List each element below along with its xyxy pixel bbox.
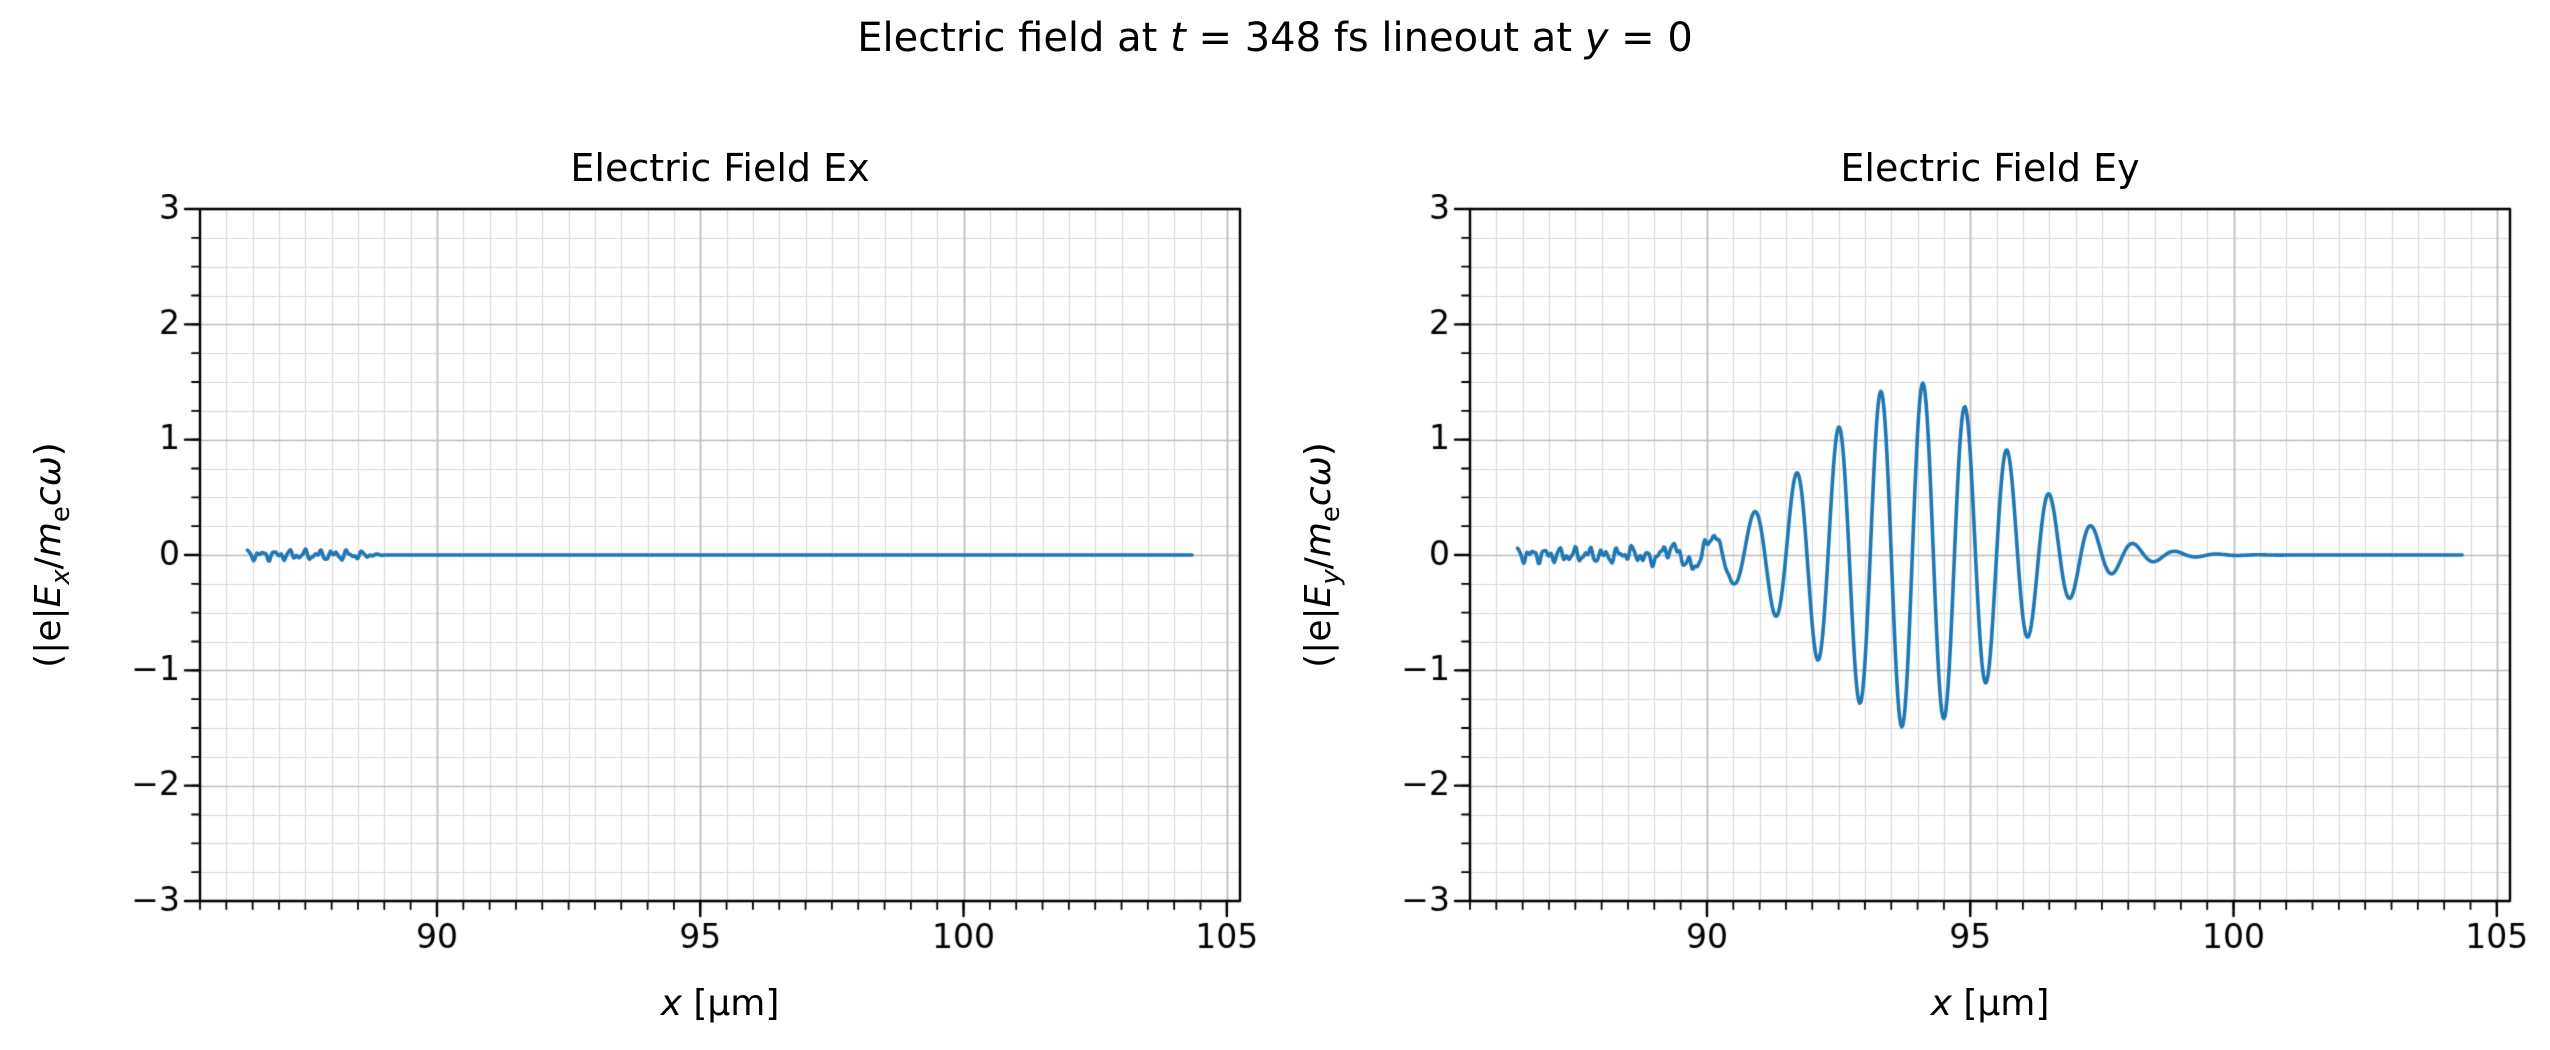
text-part: x <box>46 569 77 585</box>
text-part: x <box>1930 983 1952 1024</box>
figure-title: Electric field at t = 348 fs lineout at … <box>0 14 2550 62</box>
text-part: Electric field at <box>857 15 1171 61</box>
subplot-ey: Electric Field Ey (|e|Ey/mecω) x [μm] <box>1270 80 2550 1050</box>
text-part: ) <box>28 442 69 457</box>
text-part: (|e| <box>28 607 69 668</box>
text-part: = 0 <box>1608 15 1693 61</box>
text-part: c <box>1298 486 1339 507</box>
text-part: = 348 fs lineout at <box>1185 15 1585 61</box>
text-part: ω <box>1298 456 1339 487</box>
text-part: / <box>1298 557 1339 570</box>
subplot-ex: Electric Field Ex (|e|Ex/mecω) x [μm] <box>0 80 1280 1050</box>
text-part: [μm] <box>681 983 780 1024</box>
text-part: t <box>1170 15 1186 61</box>
text-part: E <box>1298 584 1339 608</box>
subplot-ey-ylabel: (|e|Ey/mecω) <box>1298 442 1346 668</box>
text-part: ω <box>28 456 69 487</box>
text-part: y <box>1584 15 1609 61</box>
text-part: (|e| <box>1298 607 1339 668</box>
subplot-ex-plot-canvas <box>100 194 1260 986</box>
text-part: e <box>46 506 77 523</box>
text-part: ) <box>1298 442 1339 457</box>
subplot-ey-title: Electric Field Ey <box>1840 146 2140 190</box>
text-part: c <box>28 486 69 507</box>
text-part: E <box>28 584 69 608</box>
text-part: x <box>660 983 682 1024</box>
text-part: e <box>1316 506 1347 523</box>
subplot-ex-title: Electric Field Ex <box>570 146 870 190</box>
text-part: / <box>28 557 69 570</box>
text-part: y <box>1316 569 1347 585</box>
subplot-ex-xlabel: x [μm] <box>200 983 1240 1024</box>
text-part: m <box>28 522 69 558</box>
text-part: m <box>1298 522 1339 558</box>
text-part: [μm] <box>1951 983 2050 1024</box>
subplot-ey-xlabel: x [μm] <box>1470 983 2510 1024</box>
subplot-ex-ylabel: (|e|Ex/mecω) <box>28 442 76 668</box>
subplot-ey-plot-canvas <box>1370 194 2530 986</box>
